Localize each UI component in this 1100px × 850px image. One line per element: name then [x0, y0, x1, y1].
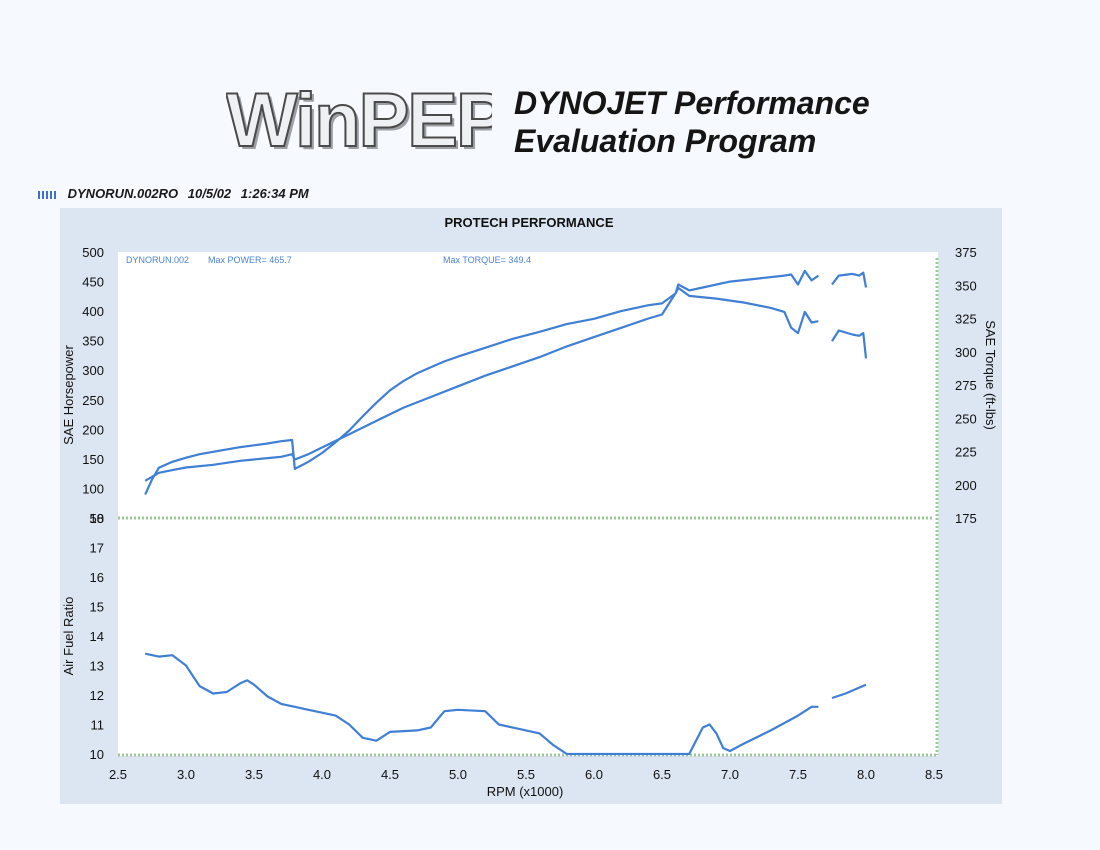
tick-label-afr: 16 — [90, 570, 104, 585]
series-line-torque — [831, 329, 868, 359]
tick-label-hp: 150 — [82, 452, 104, 467]
series-marker-icon — [38, 190, 58, 199]
tick-label-rpm: 8.0 — [857, 767, 875, 782]
tick-label-hp: 250 — [82, 393, 104, 408]
tick-label-rpm: 5.0 — [449, 767, 467, 782]
tick-label-afr: 14 — [90, 629, 104, 644]
annotation-run: DYNORUN.002 — [126, 255, 189, 265]
tick-label-hp: 100 — [82, 481, 104, 496]
title-line-1: DYNOJET Performance — [514, 85, 870, 121]
ylabel-torque: SAE Torque (ft-lbs) — [983, 320, 998, 430]
tick-label-hp: 450 — [82, 275, 104, 290]
tick-label-rpm: 5.5 — [517, 767, 535, 782]
tick-label-afr: 11 — [91, 718, 105, 733]
tick-label-afr: 10 — [90, 747, 104, 762]
tick-label-rpm: 6.5 — [653, 767, 671, 782]
tick-label-torque: 200 — [955, 478, 977, 493]
annotation-max-torque: Max TORQUE= 349.4 — [443, 255, 531, 265]
tick-label-rpm: 7.5 — [789, 767, 807, 782]
tick-label-torque: 350 — [955, 278, 977, 293]
tick-label-torque: 325 — [955, 312, 977, 327]
tick-label-torque: 375 — [955, 245, 977, 260]
tick-label-rpm: 4.5 — [381, 767, 399, 782]
page-title: DYNOJET Performance Evaluation Program — [514, 84, 870, 160]
tick-label-afr: 15 — [90, 600, 104, 615]
plot-area — [118, 252, 938, 756]
tick-label-afr: 18 — [90, 511, 104, 526]
tick-label-rpm: 2.5 — [109, 767, 127, 782]
tick-label-torque: 175 — [955, 511, 977, 526]
tick-label-afr: 17 — [90, 541, 104, 556]
tick-label-torque: 275 — [955, 378, 977, 393]
ylabel-afr: Air Fuel Ratio — [61, 597, 76, 676]
ylabel-hp: SAE Horsepower — [61, 344, 76, 444]
tick-label-rpm: 3.5 — [245, 767, 263, 782]
tick-label-hp: 500 — [82, 245, 104, 260]
series-line-air-fuel-ratio — [144, 652, 819, 756]
run-date: 10/5/02 — [187, 186, 232, 201]
tick-label-rpm: 4.0 — [313, 767, 331, 782]
series-line-air-fuel-ratio — [831, 683, 867, 700]
run-time: 1:26:34 PM — [240, 186, 309, 201]
series-line-torque — [144, 286, 819, 482]
tick-label-afr: 13 — [90, 659, 104, 674]
series-line-horsepower — [831, 271, 868, 288]
tick-label-hp: 400 — [82, 304, 104, 319]
tick-label-rpm: 7.0 — [721, 767, 739, 782]
chart-title: PROTECH PERFORMANCE — [444, 215, 613, 230]
tick-label-torque: 300 — [955, 345, 977, 360]
tick-label-afr: 12 — [90, 688, 104, 703]
title-line-2: Evaluation Program — [514, 123, 817, 159]
tick-label-rpm: 8.5 — [925, 767, 943, 782]
run-file: DYNORUN.002RO — [67, 186, 179, 201]
tick-label-hp: 350 — [82, 334, 104, 349]
tick-label-hp: 50 — [90, 511, 104, 526]
tick-label-hp: 300 — [82, 363, 104, 378]
series-line-horsepower — [144, 269, 820, 495]
tick-label-torque: 250 — [955, 411, 977, 426]
run-info: DYNORUN.002RO 10/5/02 1:26:34 PM — [38, 186, 315, 201]
annotation-max-power: Max POWER= 465.7 — [208, 255, 292, 265]
tick-label-rpm: 3.0 — [177, 767, 195, 782]
tick-label-hp: 200 — [82, 422, 104, 437]
winpep-logo: WinPEP — [226, 86, 492, 156]
tick-label-rpm: 6.0 — [585, 767, 603, 782]
xlabel-rpm: RPM (x1000) — [487, 784, 564, 799]
tick-label-torque: 225 — [955, 445, 977, 460]
